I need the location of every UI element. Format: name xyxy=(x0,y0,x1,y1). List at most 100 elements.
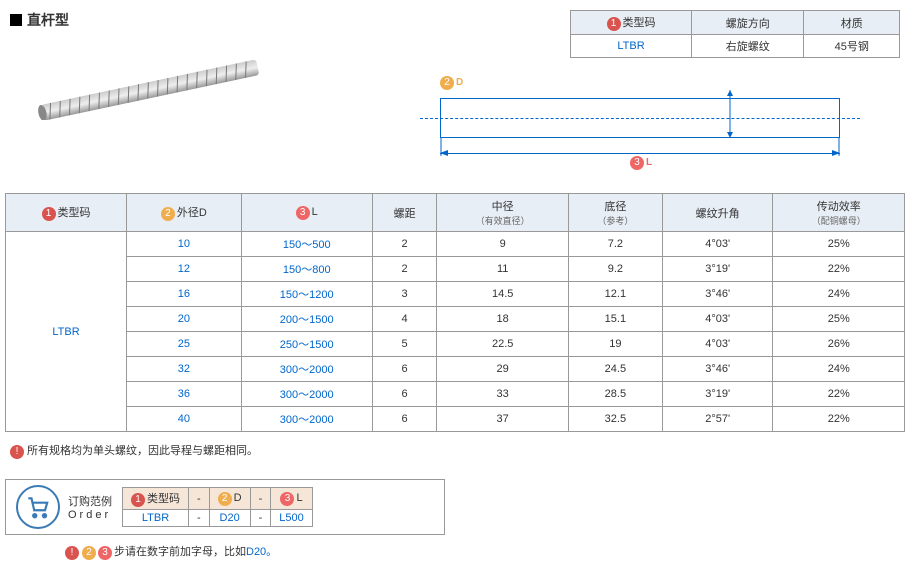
screw-product-image xyxy=(10,40,290,140)
main-th-2: 3L xyxy=(241,194,372,232)
cell-mid: 22.5 xyxy=(437,332,568,357)
cell-d: 36 xyxy=(127,382,242,407)
cell-angle: 4°03' xyxy=(662,332,773,357)
cell-d: 12 xyxy=(127,257,242,282)
page-title: 直杆型 xyxy=(10,10,370,30)
cell-mid: 33 xyxy=(437,382,568,407)
cell-mid: 18 xyxy=(437,307,568,332)
cell-angle: 3°46' xyxy=(662,357,773,382)
order-note: !23步请在数字前加字母，比如D20。 xyxy=(0,540,910,568)
cell-angle: 2°57' xyxy=(662,407,773,432)
dim-d-label: 2D xyxy=(440,76,730,90)
cell-mid: 29 xyxy=(437,357,568,382)
cell-d: 25 xyxy=(127,332,242,357)
main-th-3: 螺距 xyxy=(372,194,437,232)
cell-eff: 22% xyxy=(773,407,905,432)
cell-d: 10 xyxy=(127,232,242,257)
order-h-2: 3L xyxy=(271,488,312,510)
small-th-1: 螺旋方向 xyxy=(692,11,804,35)
cell-l: 300～2000 xyxy=(241,382,372,407)
cart-icon xyxy=(16,485,60,529)
table-row: 16150～1200314.512.13°46'24% xyxy=(6,282,905,307)
cell-pitch: 2 xyxy=(372,232,437,257)
cell-root: 7.2 xyxy=(568,232,662,257)
cell-pitch: 3 xyxy=(372,282,437,307)
cell-root: 28.5 xyxy=(568,382,662,407)
dim-l: 3L xyxy=(440,148,840,168)
type-info-table: 1类型码 螺旋方向 材质 LTBR 右旋螺纹 45号钢 xyxy=(570,10,900,58)
main-th-5: 底径（参考） xyxy=(568,194,662,232)
cell-eff: 22% xyxy=(773,257,905,282)
cell-angle: 4°03' xyxy=(662,232,773,257)
order-example-box: 订购范例 Order 1类型码 - 2D - 3L LTBR - D20 - L… xyxy=(5,479,445,535)
cell-eff: 25% xyxy=(773,232,905,257)
cell-d: 32 xyxy=(127,357,242,382)
num-1-icon: 1 xyxy=(607,17,621,31)
table-row: 20200～150041815.14°03'25% xyxy=(6,307,905,332)
centerline xyxy=(420,118,860,119)
cell-angle: 3°19' xyxy=(662,382,773,407)
spec-table: 1类型码2外径D3L螺距中径（有效直径）底径（参考）螺纹升角传动效率（配铜螺母）… xyxy=(5,193,905,432)
cell-pitch: 5 xyxy=(372,332,437,357)
table-row: 40300～200063732.52°57'22% xyxy=(6,407,905,432)
cell-l: 150～1200 xyxy=(241,282,372,307)
order-sep-0: - xyxy=(189,488,210,510)
cell-l: 150～500 xyxy=(241,232,372,257)
cell-l: 300～2000 xyxy=(241,357,372,382)
cell-root: 32.5 xyxy=(568,407,662,432)
order-sep-3: - xyxy=(250,510,271,527)
cell-d: 40 xyxy=(127,407,242,432)
main-th-6: 螺纹升角 xyxy=(662,194,773,232)
cell-pitch: 6 xyxy=(372,382,437,407)
cell-eff: 24% xyxy=(773,282,905,307)
title-square-icon xyxy=(10,14,22,26)
cell-d: 20 xyxy=(127,307,242,332)
cell-l: 300～2000 xyxy=(241,407,372,432)
table-row: 12150～8002119.23°19'22% xyxy=(6,257,905,282)
cell-root: 15.1 xyxy=(568,307,662,332)
small-td-0: LTBR xyxy=(571,35,692,58)
cell-mid: 11 xyxy=(437,257,568,282)
type-code-cell: LTBR xyxy=(6,232,127,432)
cell-eff: 24% xyxy=(773,357,905,382)
table-row: 25250～1500522.5194°03'26% xyxy=(6,332,905,357)
order-h-1: 2D xyxy=(209,488,250,510)
cell-root: 24.5 xyxy=(568,357,662,382)
order-label: 订购范例 Order xyxy=(68,493,112,521)
cell-eff: 22% xyxy=(773,382,905,407)
cell-pitch: 2 xyxy=(372,257,437,282)
exclaim-icon-2: ! xyxy=(65,546,79,560)
order-v-1: D20 xyxy=(209,510,250,527)
main-th-0: 1类型码 xyxy=(6,194,127,232)
cell-mid: 37 xyxy=(437,407,568,432)
cell-d: 16 xyxy=(127,282,242,307)
table-row: LTBR10150～500297.24°03'25% xyxy=(6,232,905,257)
cell-l: 200～1500 xyxy=(241,307,372,332)
order-sep-2: - xyxy=(189,510,210,527)
cell-angle: 4°03' xyxy=(662,307,773,332)
cell-root: 12.1 xyxy=(568,282,662,307)
table-row: 36300～200063328.53°19'22% xyxy=(6,382,905,407)
order-table: 1类型码 - 2D - 3L LTBR - D20 - L500 xyxy=(122,487,313,527)
main-th-1: 2外径D xyxy=(127,194,242,232)
cell-mid: 9 xyxy=(437,232,568,257)
cell-l: 150～800 xyxy=(241,257,372,282)
cell-root: 9.2 xyxy=(568,257,662,282)
exclaim-icon: ! xyxy=(10,445,24,459)
cell-pitch: 6 xyxy=(372,357,437,382)
order-sep-1: - xyxy=(250,488,271,510)
main-th-4: 中径（有效直径） xyxy=(437,194,568,232)
note-1: !所有规格均为单头螺纹，因此导程与螺距相同。 xyxy=(0,437,910,464)
cell-eff: 25% xyxy=(773,307,905,332)
cell-pitch: 4 xyxy=(372,307,437,332)
order-v-2: L500 xyxy=(271,510,312,527)
main-th-7: 传动效率（配铜螺母） xyxy=(773,194,905,232)
cell-pitch: 6 xyxy=(372,407,437,432)
cell-root: 19 xyxy=(568,332,662,357)
dim-l-label: 3L xyxy=(630,156,652,170)
cell-mid: 14.5 xyxy=(437,282,568,307)
small-th-0: 1类型码 xyxy=(571,11,692,35)
order-h-0: 1类型码 xyxy=(123,488,189,510)
small-th-2: 材质 xyxy=(804,11,900,35)
table-row: 32300～200062924.53°46'24% xyxy=(6,357,905,382)
